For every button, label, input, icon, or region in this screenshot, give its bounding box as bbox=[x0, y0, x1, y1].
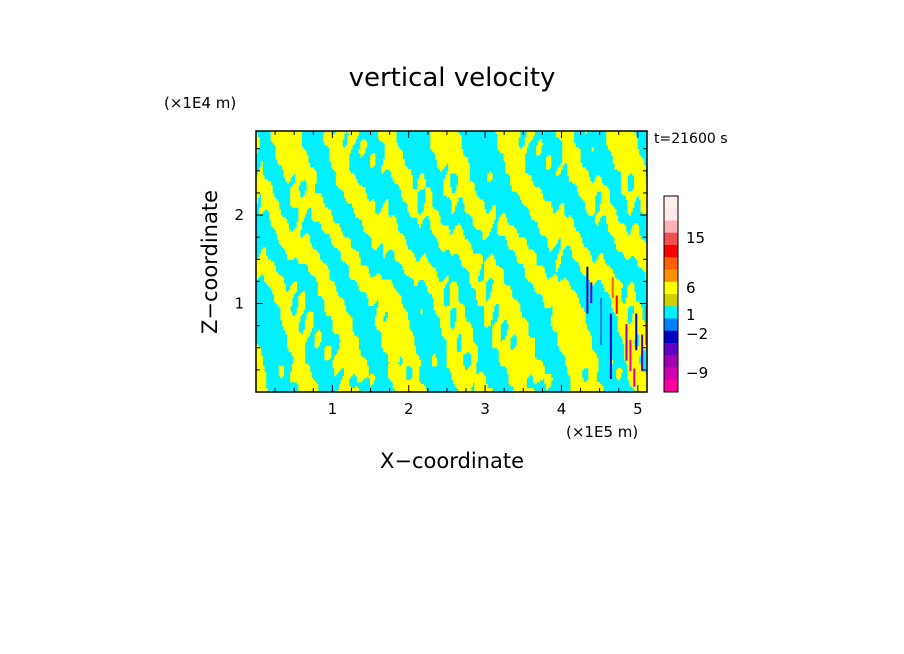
x-tick-label: 2 bbox=[404, 400, 414, 418]
colorbar-swatch bbox=[664, 379, 678, 393]
colorbar-swatch bbox=[664, 318, 678, 332]
x-tick-label: 5 bbox=[633, 400, 643, 418]
x-tick-label: 3 bbox=[480, 400, 490, 418]
y-tick-label: 2 bbox=[234, 206, 244, 224]
x-tick-label: 4 bbox=[557, 400, 567, 418]
colorbar-swatch bbox=[664, 306, 678, 319]
y-axis: 12 bbox=[234, 148, 647, 371]
colorbar-swatch bbox=[664, 220, 678, 234]
y-axis-label: Z−coordinate bbox=[198, 190, 222, 334]
x-axis: 1 2 3 4 5 bbox=[274, 131, 643, 418]
y-unit-label: (×1E4 m) bbox=[164, 94, 236, 112]
colorbar-swatch bbox=[664, 269, 678, 283]
colorbar-swatch bbox=[664, 245, 678, 258]
colorbar-label: −9 bbox=[686, 364, 708, 382]
colorbar-label: 1 bbox=[686, 306, 696, 324]
x-tick-label: 1 bbox=[328, 400, 338, 418]
x-axis-label: X−coordinate bbox=[380, 449, 524, 473]
colorbar-label: −2 bbox=[686, 325, 708, 343]
colorbar-label: 15 bbox=[686, 229, 705, 247]
plot-frame bbox=[255, 130, 648, 393]
colorbar-swatch bbox=[664, 367, 678, 381]
colorbar-swatch bbox=[664, 232, 678, 246]
colorbar-swatch bbox=[664, 257, 678, 270]
colorbar: 15 6 1−2 −9 bbox=[663, 195, 708, 393]
colorbar-swatch bbox=[664, 208, 678, 221]
colorbar-swatch bbox=[664, 196, 678, 209]
colorbar-swatch bbox=[664, 355, 678, 368]
colorbar-swatch bbox=[664, 343, 678, 356]
chart-title: vertical velocity bbox=[349, 63, 556, 93]
time-label: t=21600 s bbox=[654, 131, 728, 147]
colorbar-swatch bbox=[664, 281, 678, 295]
x-unit-label: (×1E5 m) bbox=[566, 423, 638, 441]
y-tick-label: 1 bbox=[234, 295, 244, 313]
heatmap-field bbox=[256, 131, 647, 392]
colorbar-label: 6 bbox=[686, 279, 696, 297]
colorbar-swatch bbox=[664, 294, 678, 307]
colorbar-swatch bbox=[664, 330, 678, 344]
